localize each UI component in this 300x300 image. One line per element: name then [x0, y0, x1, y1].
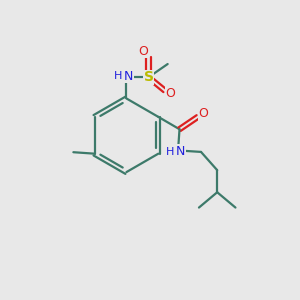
- Text: N: N: [176, 145, 185, 158]
- Text: N: N: [124, 70, 133, 83]
- Text: O: O: [199, 107, 208, 120]
- Text: H: H: [114, 71, 122, 81]
- Text: O: O: [138, 45, 148, 58]
- Text: S: S: [143, 70, 154, 84]
- Text: O: O: [166, 87, 176, 100]
- Text: H: H: [166, 147, 174, 157]
